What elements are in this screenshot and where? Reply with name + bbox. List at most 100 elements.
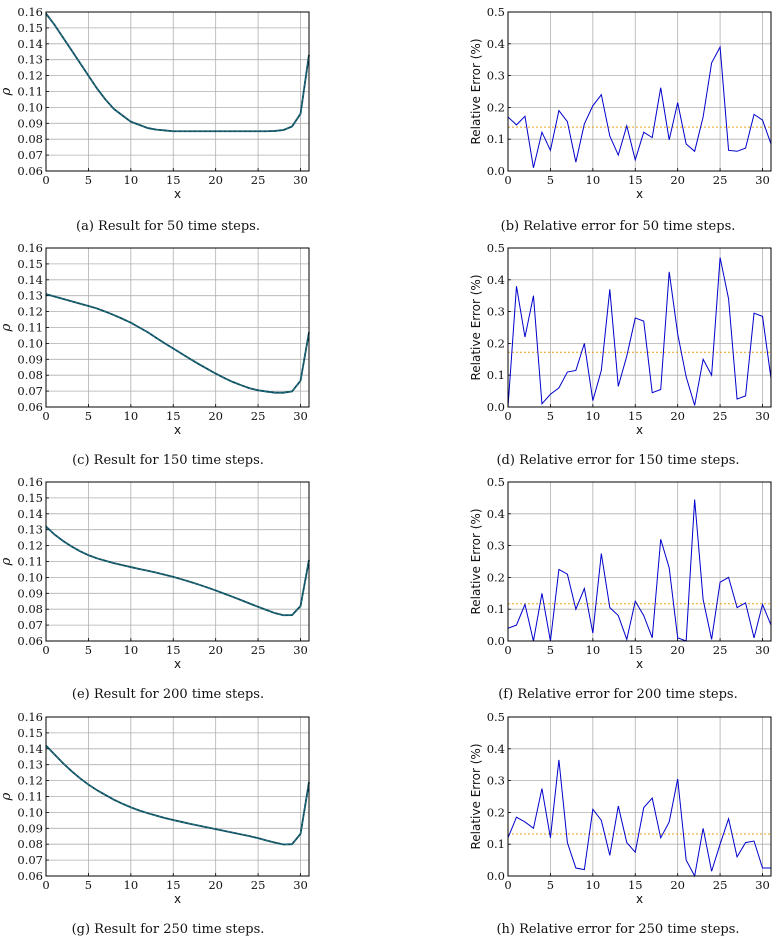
y-tick-label: 0.09 xyxy=(17,116,43,130)
series-line-truth xyxy=(45,744,310,846)
panel-caption: (g) Result for 250 time steps. xyxy=(72,922,265,937)
y-tick-label: 0.11 xyxy=(17,85,43,99)
y-tick-label: 0.16 xyxy=(17,241,43,255)
y-tick-label: 0.09 xyxy=(17,352,43,366)
x-tick-label: 20 xyxy=(670,409,685,423)
x-tick-label: 20 xyxy=(208,643,223,657)
y-tick-label: 0.3 xyxy=(487,539,505,553)
x-tick-label: 10 xyxy=(124,409,139,423)
plot-frame xyxy=(507,247,772,408)
panel-caption: (b) Relative error for 50 time steps. xyxy=(501,219,736,234)
y-tick-label: 0.12 xyxy=(17,305,43,319)
y-tick-label: 0.3 xyxy=(487,774,505,788)
panel-caption: (d) Relative error for 150 time steps. xyxy=(496,453,739,468)
x-tick-label: 30 xyxy=(293,173,308,187)
y-tick-label: 0.1 xyxy=(487,602,505,616)
x-axis-label: x xyxy=(636,657,643,671)
plot-frame xyxy=(507,716,772,877)
y-tick-label: 0.11 xyxy=(17,555,43,569)
y-tick-label: 0.2 xyxy=(487,805,505,819)
x-tick-label: 5 xyxy=(547,173,554,187)
series-line xyxy=(507,499,772,642)
x-tick-label: 25 xyxy=(713,643,728,657)
x-tick-label: 5 xyxy=(85,173,92,187)
y-tick-label: 0.0 xyxy=(487,869,505,883)
y-axis-label: ρ xyxy=(0,87,14,96)
x-tick-label: 15 xyxy=(166,643,181,657)
y-tick-label: 0.07 xyxy=(17,148,43,162)
series-line xyxy=(507,45,772,168)
x-tick-label: 25 xyxy=(713,409,728,423)
y-tick-label: 0.0 xyxy=(487,164,505,178)
x-tick-label: 20 xyxy=(208,173,223,187)
x-tick-label: 5 xyxy=(85,878,92,892)
x-tick-label: 5 xyxy=(547,878,554,892)
x-tick-label: 20 xyxy=(208,409,223,423)
y-tick-label: 0.3 xyxy=(487,69,505,83)
y-tick-label: 0.1 xyxy=(487,132,505,146)
x-tick-label: 20 xyxy=(670,878,685,892)
series-line-prediction xyxy=(45,745,310,845)
y-tick-label: 0.12 xyxy=(17,539,43,553)
y-tick-label: 0.07 xyxy=(17,618,43,632)
y-tick-label: 0.09 xyxy=(17,821,43,835)
y-tick-label: 0.2 xyxy=(487,570,505,584)
x-tick-label: 0 xyxy=(504,409,511,423)
y-tick-label: 0.4 xyxy=(487,37,505,51)
y-tick-label: 0.14 xyxy=(17,507,43,521)
panel-caption: (e) Result for 200 time steps. xyxy=(72,687,264,702)
x-tick-label: 0 xyxy=(42,643,49,657)
panel-d: 0 5 10 15 20 25 30 0.0 0.1 0.2 0.3 0.4 0.5 x Relative … xyxy=(469,241,772,468)
plot-frame xyxy=(45,11,310,172)
y-axis-label: Relative Error (%) xyxy=(469,743,483,849)
y-tick-label: 0.16 xyxy=(17,5,43,19)
y-tick-label: 0.2 xyxy=(487,100,505,114)
x-tick-label: 10 xyxy=(124,643,139,657)
x-tick-label: 15 xyxy=(628,878,643,892)
y-tick-label: 0.16 xyxy=(17,710,43,724)
y-tick-label: 0.1 xyxy=(487,837,505,851)
series-line-truth xyxy=(45,525,310,617)
x-tick-label: 25 xyxy=(251,173,266,187)
y-tick-label: 0.08 xyxy=(17,132,43,146)
y-tick-label: 0.0 xyxy=(487,634,505,648)
y-tick-label: 0.10 xyxy=(17,100,43,114)
panel-c: 0 5 10 15 20 25 30 0.06 0.07 0.08 0.09 0.100.11 0.12… xyxy=(0,241,310,468)
series-line xyxy=(507,759,771,878)
x-tick-label: 30 xyxy=(293,878,308,892)
x-tick-label: 10 xyxy=(586,409,601,423)
y-tick-label: 0.15 xyxy=(17,257,43,271)
x-tick-label: 25 xyxy=(713,173,728,187)
x-tick-label: 25 xyxy=(251,409,266,423)
y-tick-label: 0.0 xyxy=(487,400,505,414)
x-axis-label: x xyxy=(174,892,181,906)
y-tick-label: 0.1 xyxy=(487,368,505,382)
y-tick-label: 0.15 xyxy=(17,491,43,505)
y-axis-label: ρ xyxy=(0,792,14,801)
x-axis-label: x xyxy=(174,187,181,201)
panel-g: 0 5 10 15 20 25 30 0.06 0.07 0.08 0.09 0.100.11 0.12… xyxy=(0,710,310,937)
y-tick-label: 0.16 xyxy=(17,475,43,489)
series-line-truth xyxy=(45,13,310,133)
x-tick-label: 30 xyxy=(293,643,308,657)
x-tick-label: 5 xyxy=(85,643,92,657)
y-axis-label: ρ xyxy=(0,323,14,332)
x-tick-label: 0 xyxy=(42,409,49,423)
y-tick-label: 0.13 xyxy=(17,758,43,772)
x-tick-label: 15 xyxy=(166,878,181,892)
x-tick-label: 10 xyxy=(124,173,139,187)
plot-frame xyxy=(507,481,772,642)
x-tick-label: 15 xyxy=(628,173,643,187)
x-tick-label: 0 xyxy=(504,173,511,187)
y-tick-label: 0.13 xyxy=(17,523,43,537)
x-tick-label: 30 xyxy=(293,409,308,423)
y-tick-label: 0.14 xyxy=(17,37,43,51)
y-tick-label: 0.5 xyxy=(487,241,505,255)
x-tick-label: 15 xyxy=(628,409,643,423)
x-tick-label: 20 xyxy=(670,173,685,187)
panel-caption: (f) Relative error for 200 time steps. xyxy=(498,687,738,702)
y-tick-label: 0.13 xyxy=(17,53,43,67)
x-tick-label: 0 xyxy=(504,878,511,892)
y-axis-label: Relative Error (%) xyxy=(469,38,483,144)
panel-f: 0 5 10 15 20 25 30 0.0 0.1 0.2 0.3 0.4 0.5 x Relative … xyxy=(469,475,772,702)
